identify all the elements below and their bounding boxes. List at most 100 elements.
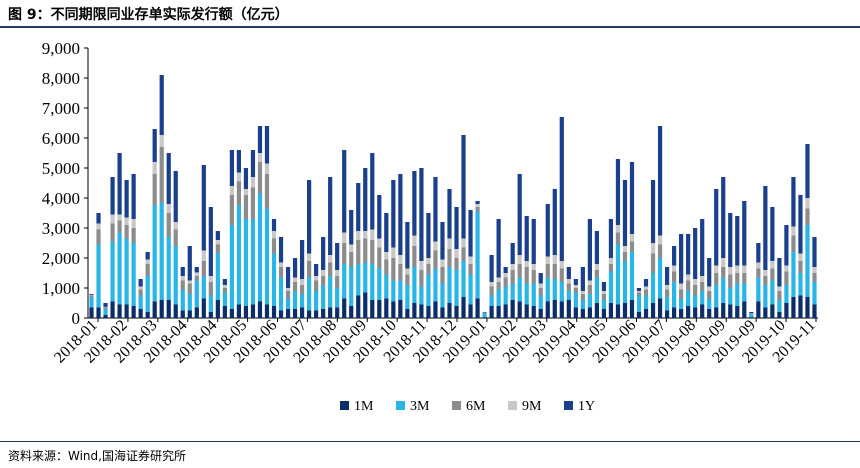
bar-segment-3m <box>525 284 529 305</box>
bar-segment-6m <box>581 294 585 300</box>
bar-segment-3m <box>742 284 746 302</box>
bar-segment-1y <box>230 150 234 186</box>
bar-segment-3m <box>693 296 697 308</box>
bar-segment-3m <box>181 290 185 311</box>
bar-segment-1m <box>504 305 508 319</box>
bar-segment-1m <box>497 306 501 318</box>
bar-segment-1y <box>223 279 227 285</box>
bar-segment-6m <box>272 239 276 254</box>
bar-segment-1y <box>363 168 367 231</box>
bar-segment-6m <box>370 240 374 264</box>
bar-segment-3m <box>735 284 739 307</box>
bar-segment-3m <box>602 300 606 309</box>
bar-segment-1y <box>749 312 753 313</box>
bar-segment-1y <box>637 288 641 291</box>
bar-segment-6m <box>525 267 529 284</box>
bar-segment-1m <box>132 306 136 318</box>
bar-segment-1y <box>103 303 107 307</box>
bar-segment-3m <box>504 287 508 305</box>
bar-segment-9m <box>349 245 353 253</box>
bar-segment-3m <box>714 285 718 308</box>
bar-segment-3m <box>216 254 220 301</box>
bar-segment-1m <box>735 306 739 318</box>
bar-segment-9m <box>560 261 564 269</box>
y-tick-label: 8,000 <box>42 69 80 88</box>
bar-segment-9m <box>686 275 690 281</box>
bar-segment-6m <box>454 258 458 270</box>
bar-segment-6m <box>700 282 704 291</box>
bar-segment-3m <box>300 294 304 308</box>
bar-segment-6m <box>644 290 648 296</box>
y-tick-label: 7,000 <box>42 99 80 118</box>
bar-segment-1m <box>518 302 522 319</box>
bar-segment-1y <box>146 252 150 260</box>
bar-segment-6m <box>328 263 332 277</box>
bar-segment-1y <box>286 267 290 288</box>
bar-segment-6m <box>419 270 423 287</box>
bar-segment-6m <box>279 267 283 278</box>
bar-segment-3m <box>454 270 458 306</box>
bar-segment-1y <box>728 213 732 267</box>
bar-segment-1m <box>272 306 276 318</box>
bar-segment-3m <box>160 203 164 301</box>
bar-segment-6m <box>658 245 662 259</box>
bar-segment-9m <box>335 270 339 276</box>
bar-segment-9m <box>468 257 472 265</box>
bar-segment-6m <box>791 236 795 253</box>
bar-segment-1m <box>117 305 121 319</box>
bar-segment-3m <box>307 278 311 311</box>
bar-segment-1m <box>377 300 381 318</box>
bar-segment-1y <box>693 228 697 279</box>
bar-segment-3m <box>349 267 353 306</box>
bar-segment-1y <box>265 126 269 164</box>
bar-segment-6m <box>293 282 297 291</box>
bar-segment-9m <box>595 264 599 270</box>
bar-segment-6m <box>686 281 690 292</box>
bar-segment-1m <box>174 305 178 319</box>
legend-swatch-3m <box>396 401 405 410</box>
bar-segment-6m <box>777 291 781 300</box>
bar-segment-1m <box>244 306 248 318</box>
bar-segment-9m <box>714 266 718 274</box>
bar-segment-1y <box>342 150 346 233</box>
bar-segment-3m <box>96 245 100 308</box>
bar-segment-9m <box>139 287 143 290</box>
bar-segment-6m <box>518 264 522 278</box>
legend-swatch-1m <box>340 401 349 410</box>
bar-segment-6m <box>798 261 802 273</box>
bar-segment-6m <box>440 267 444 284</box>
bar-segment-1m <box>468 305 472 319</box>
bar-segment-6m <box>707 291 711 299</box>
bar-segment-3m <box>630 252 634 300</box>
bar-segment-6m <box>433 251 437 269</box>
bar-segment-1m <box>630 300 634 318</box>
bar-segment-9m <box>497 278 501 283</box>
bar-segment-9m <box>546 257 550 265</box>
bar-segment-6m <box>384 260 388 275</box>
bar-segment-6m <box>167 213 171 237</box>
bar-segment-9m <box>174 222 178 230</box>
bar-segment-1m <box>209 312 213 318</box>
bar-segment-3m <box>202 276 206 299</box>
bar-segment-1m <box>110 302 114 319</box>
bar-segment-3m <box>363 263 367 293</box>
bar-segment-1m <box>384 299 388 319</box>
y-tick-label: 1,000 <box>42 279 80 298</box>
bar-segment-1m <box>405 309 409 318</box>
bar-segment-9m <box>412 236 416 247</box>
bar-segment-1m <box>139 309 143 318</box>
bar-segment-9m <box>258 153 262 162</box>
bar-segment-9m <box>132 219 136 228</box>
bar-segment-9m <box>230 186 234 195</box>
bar-segment-9m <box>405 269 409 275</box>
bar-segment-3m <box>686 291 690 306</box>
bar-segment-9m <box>321 270 325 276</box>
bar-segment-6m <box>539 288 543 296</box>
bar-segment-1m <box>433 302 437 319</box>
bar-segment-9m <box>693 279 697 285</box>
bar-segment-1y <box>574 279 578 285</box>
bar-segment-9m <box>433 242 437 251</box>
bar-segment-1y <box>391 180 395 248</box>
bar-segment-1m <box>686 306 690 318</box>
bar-segment-3m <box>490 296 494 307</box>
